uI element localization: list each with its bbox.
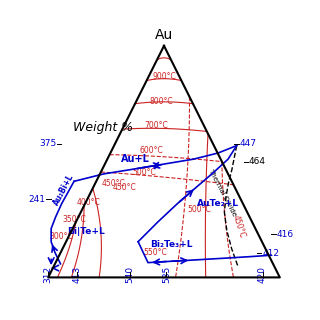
Text: 350°C: 350°C: [62, 215, 86, 224]
Text: 400°C: 400°C: [77, 198, 101, 207]
Text: 416: 416: [277, 230, 294, 239]
Text: Bi|Te+L: Bi|Te+L: [68, 227, 105, 236]
Text: 375: 375: [39, 139, 56, 148]
Text: Au₂Bi+L: Au₂Bi+L: [52, 173, 76, 207]
Text: 241: 241: [28, 195, 45, 204]
Text: 585: 585: [162, 266, 171, 283]
Text: 450°C: 450°C: [113, 183, 136, 192]
Text: 447: 447: [240, 139, 257, 148]
Text: 600°C: 600°C: [140, 146, 164, 155]
Text: 450°C: 450°C: [231, 214, 247, 240]
Text: 540: 540: [125, 266, 134, 283]
Text: Weight %: Weight %: [73, 121, 133, 134]
Text: 500°C: 500°C: [188, 205, 212, 214]
Text: 464: 464: [249, 157, 266, 166]
Text: Au+L: Au+L: [121, 154, 150, 164]
Text: 500°C: 500°C: [132, 168, 156, 177]
Text: 900°C: 900°C: [152, 72, 176, 81]
Text: 550°C: 550°C: [143, 248, 167, 257]
Text: 413: 413: [73, 266, 82, 283]
Text: 420: 420: [258, 266, 267, 283]
Text: 700°C: 700°C: [145, 121, 169, 130]
Text: 300°C: 300°C: [50, 232, 74, 241]
Text: 800°C: 800°C: [150, 97, 173, 106]
Text: 312: 312: [44, 266, 53, 283]
Text: AuTe₂+L: AuTe₂+L: [197, 199, 239, 208]
Text: Bi₂Te₃+L: Bi₂Te₃+L: [150, 240, 193, 249]
Text: Au: Au: [155, 28, 173, 42]
Text: Thermal Divide: Thermal Divide: [207, 168, 237, 217]
Text: 412: 412: [262, 249, 280, 258]
Text: 450°C: 450°C: [102, 179, 125, 188]
